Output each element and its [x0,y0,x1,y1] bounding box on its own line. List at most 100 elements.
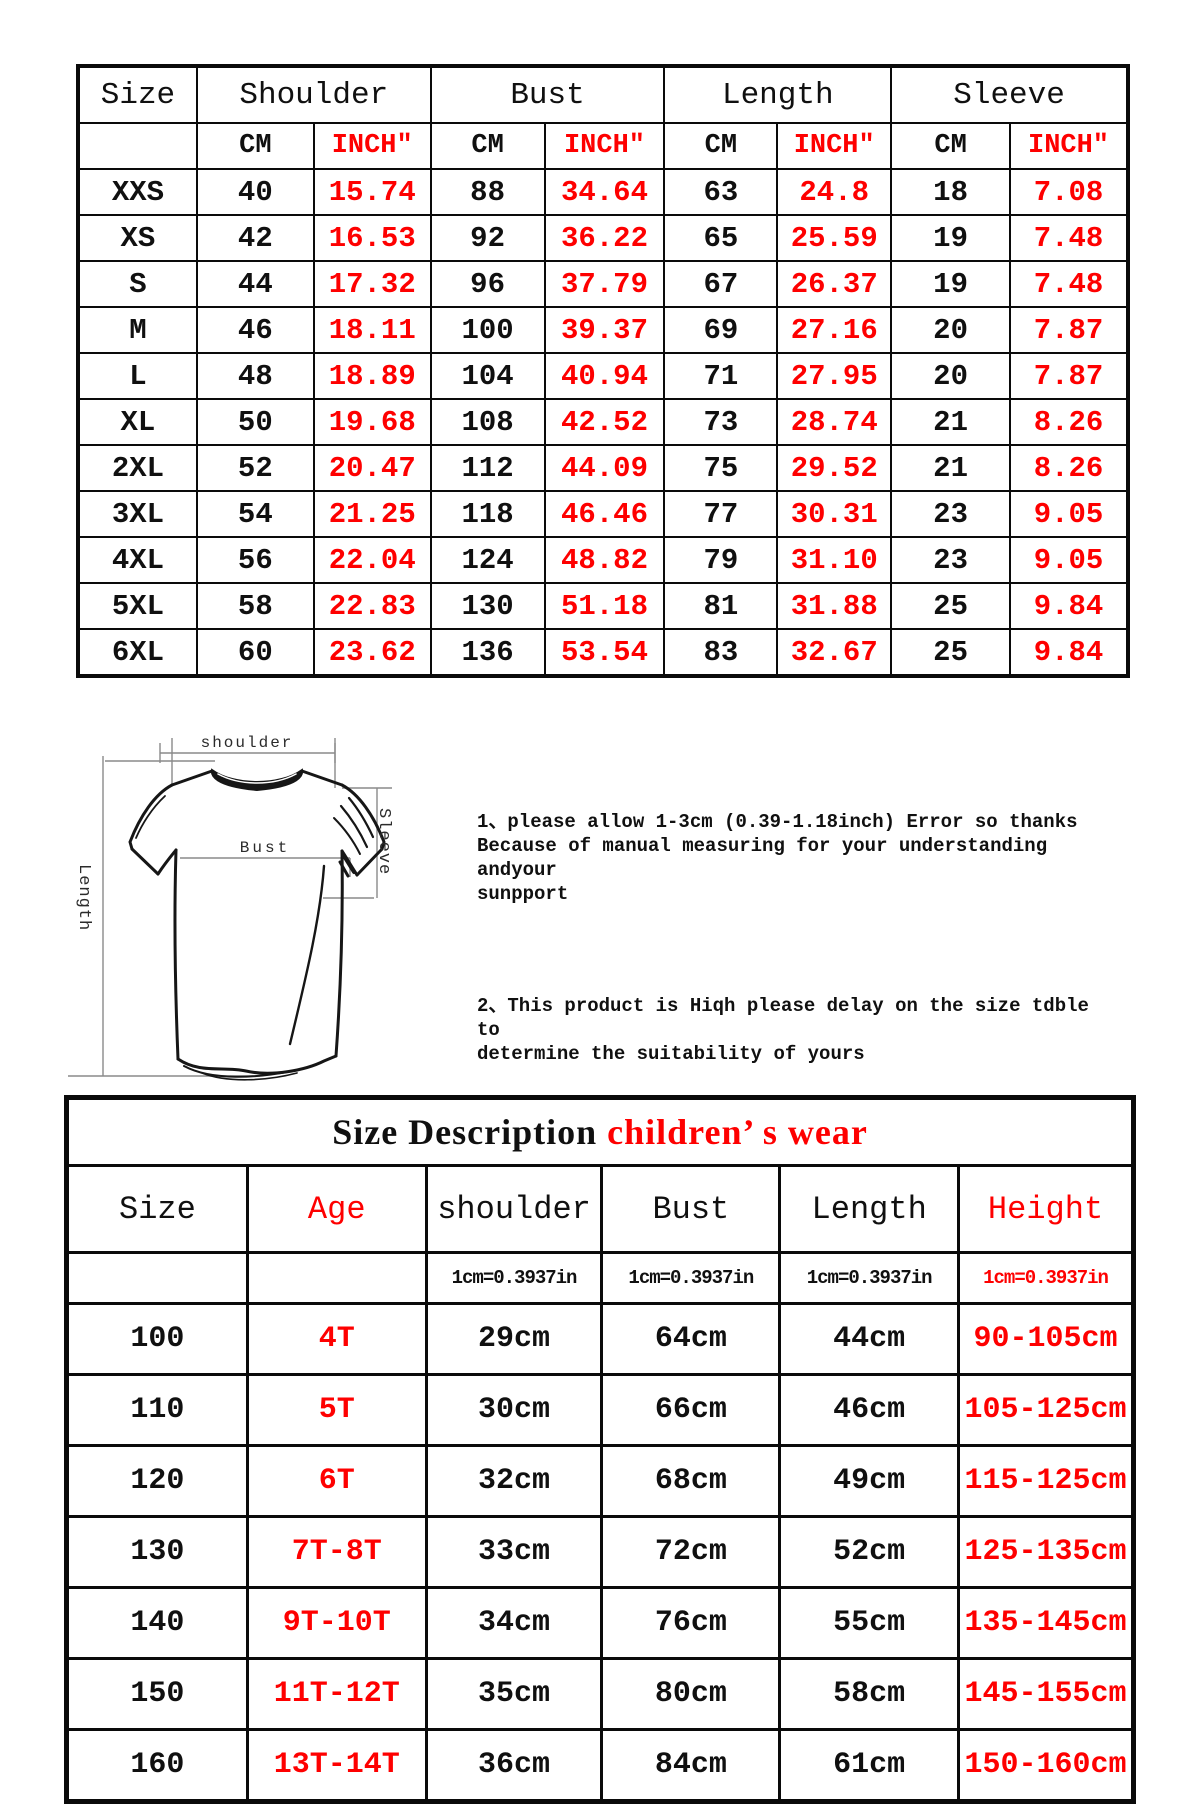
adult-size-cell: 24.8 [776,168,893,216]
adult-size-cell: 42 [195,214,315,262]
kids-size-cell: 58cm [778,1657,961,1731]
kids-size-cell: 135-145cm [957,1586,1135,1660]
adult-size-cell: 67 [663,260,779,308]
kids-size-cell: 76cm [600,1586,782,1660]
adult-size-cell: 31.10 [776,536,893,584]
kids-size-cell: 36cm [424,1728,604,1803]
adult-size-cell: 28.74 [776,398,893,446]
kids-title-row: Size Description children’ s wear [65,1096,1135,1167]
table-row: S 44 17.32 96 37.79 67 26.37 19 7.48 [77,260,1129,308]
kids-size-cell: 150-160cm [957,1728,1135,1803]
table-row: 130 7T-8T 33cm 72cm 52cm 125-135cm [65,1515,1135,1589]
adult-size-cell: 20 [890,352,1012,400]
kids-size-cell: 5T [245,1373,428,1447]
table-row: 110 5T 30cm 66cm 46cm 105-125cm [65,1373,1135,1447]
adult-size-cell: 9.05 [1009,490,1129,538]
conversion-note: 1cm=0.3937in [778,1251,961,1305]
adult-size-cell: 71 [663,352,779,400]
kids-size-cell: 130 [65,1515,249,1589]
adult-size-cell: 31.88 [776,582,893,630]
adult-size-cell: 7.08 [1009,168,1129,216]
adult-size-cell: 25 [890,582,1012,630]
kids-size-cell: 6T [245,1444,428,1518]
adult-size-cell: 112 [429,444,546,492]
note-1: 1、please allow 1-3cm (0.39-1.18inch) Err… [477,811,1078,905]
kids-size-cell: 84cm [600,1728,782,1803]
adult-size-cell: 36.22 [543,214,666,262]
adult-size-cell: 104 [429,352,546,400]
kids-size-cell: 61cm [778,1728,961,1803]
kids-size-cell: 35cm [424,1657,604,1731]
adult-size-cell: 5XL [77,582,198,630]
adult-size-cell: 23 [890,490,1012,538]
adult-size-cell: 17.32 [312,260,432,308]
adult-size-cell: 46.46 [543,490,666,538]
adult-size-cell: M [77,306,198,354]
unit-header-inch: INCH″ [543,122,666,170]
kids-size-cell: 30cm [424,1373,604,1447]
empty-cell [65,1251,249,1305]
kids-size-cell: 9T-10T [245,1586,428,1660]
adult-size-cell: 26.37 [776,260,893,308]
unit-header-inch: INCH″ [1009,122,1129,170]
adult-size-cell: 18.11 [312,306,432,354]
adult-size-cell: XS [77,214,198,262]
adult-size-cell: 21 [890,444,1012,492]
adult-size-cell: 52 [195,444,315,492]
kids-size-cell: 100 [65,1302,249,1376]
kids-size-cell: 52cm [778,1515,961,1589]
adult-size-cell: 92 [429,214,546,262]
adult-size-cell: 58 [195,582,315,630]
adult-size-cell: 4XL [77,536,198,584]
adult-size-cell: 3XL [77,490,198,538]
kids-col-header-bust: Bust [600,1164,782,1254]
kids-size-cell: 110 [65,1373,249,1447]
adult-size-cell: 2XL [77,444,198,492]
adult-size-cell: 29.52 [776,444,893,492]
table-row: XXS 40 15.74 88 34.64 63 24.8 18 7.08 [77,168,1129,216]
adult-size-cell: 18.89 [312,352,432,400]
adult-size-cell: 22.04 [312,536,432,584]
adult-size-cell: 124 [429,536,546,584]
kids-size-cell: 105-125cm [957,1373,1135,1447]
adult-size-cell: 27.16 [776,306,893,354]
adult-size-cell: 16.53 [312,214,432,262]
adult-header-row: Size Shoulder Bust Length Sleeve [77,65,1129,124]
kids-size-cell: 55cm [778,1586,961,1660]
kids-size-cell: 145-155cm [957,1657,1135,1731]
conversion-note: 1cm=0.3937in [957,1251,1135,1305]
unit-header-inch: INCH″ [776,122,893,170]
kids-size-cell: 4T [245,1302,428,1376]
table-row: 6XL 60 23.62 136 53.54 83 32.67 25 9.84 [77,628,1129,677]
kids-size-cell: 33cm [424,1515,604,1589]
conversion-note: 1cm=0.3937in [600,1251,782,1305]
table-row: 120 6T 32cm 68cm 49cm 115-125cm [65,1444,1135,1518]
adult-size-cell: 69 [663,306,779,354]
adult-units-row: CM INCH″ CM INCH″ CM INCH″ CM INCH″ [77,122,1129,170]
table-row: L 48 18.89 104 40.94 71 27.95 20 7.87 [77,352,1129,400]
adult-size-cell: 23 [890,536,1012,584]
kids-col-header-shoulder: shoulder [424,1164,604,1254]
adult-size-cell: 25.59 [776,214,893,262]
adult-size-cell: 21.25 [312,490,432,538]
adult-size-cell: 46 [195,306,315,354]
table-row: M 46 18.11 100 39.37 69 27.16 20 7.87 [77,306,1129,354]
adult-size-cell: 15.74 [312,168,432,216]
adult-size-cell: 42.52 [543,398,666,446]
adult-size-cell: 50 [195,398,315,446]
kids-size-cell: 66cm [600,1373,782,1447]
kids-col-header-height: Height [957,1164,1135,1254]
adult-size-cell: 19 [890,214,1012,262]
adult-size-cell: 54 [195,490,315,538]
empty-cell [77,122,198,170]
kids-size-cell: 32cm [424,1444,604,1518]
unit-header-cm: CM [429,122,546,170]
kids-size-cell: 13T-14T [245,1728,428,1803]
adult-size-cell: 19 [890,260,1012,308]
adult-size-cell: 79 [663,536,779,584]
col-header-bust: Bust [429,65,666,124]
tshirt-diagram: shoulder Bust Length Sleeve [68,734,393,1081]
adult-size-cell: 65 [663,214,779,262]
measurement-lines [68,738,392,1077]
